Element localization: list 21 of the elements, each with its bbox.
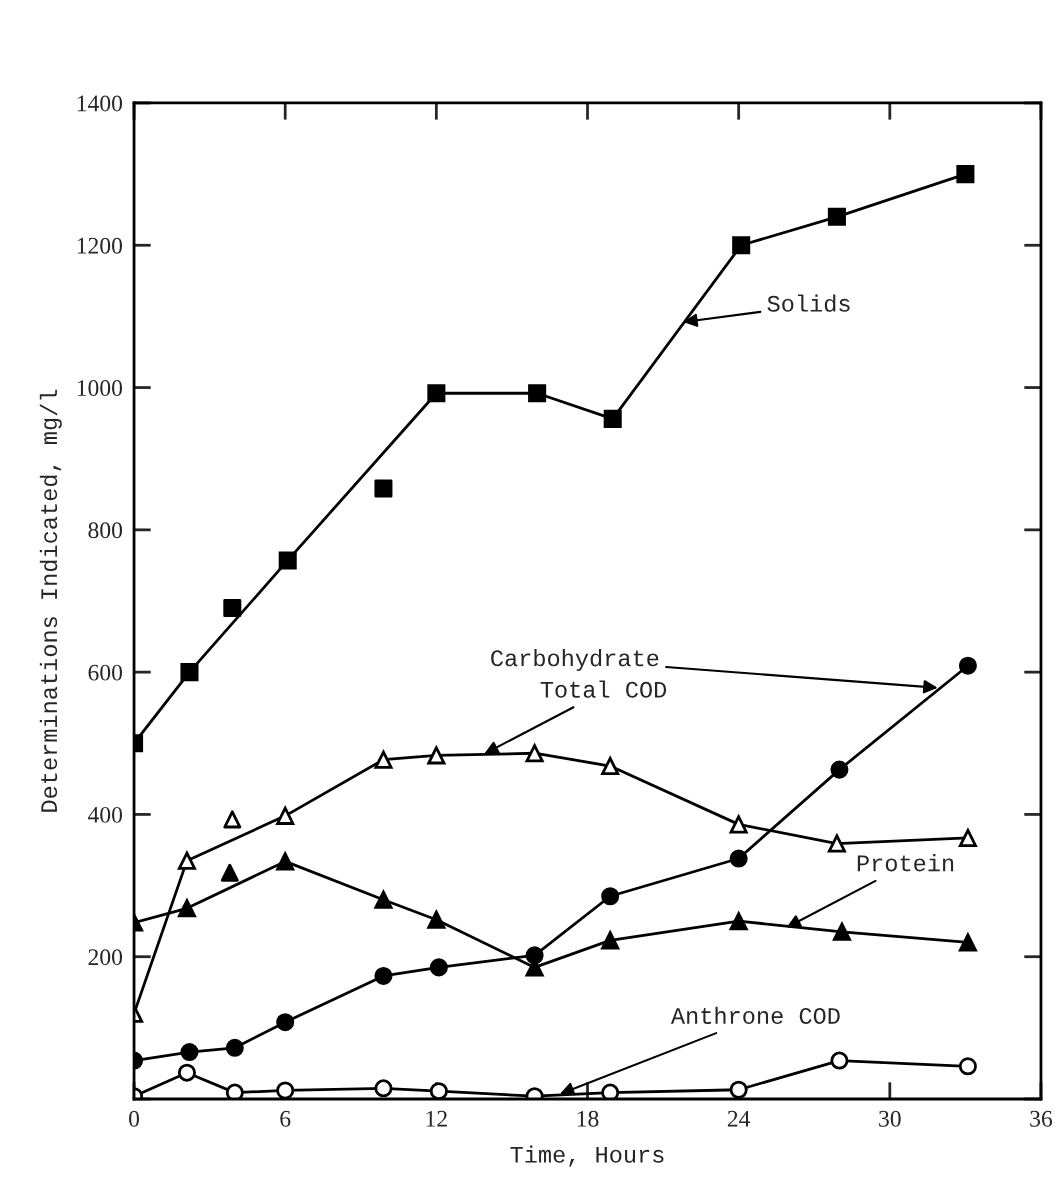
x-tick-label: 12 <box>426 1110 447 1127</box>
annotation: Carbohydrate <box>491 649 659 672</box>
annotation: Total COD <box>540 680 667 698</box>
y-tick-label: 600 <box>88 664 123 681</box>
x-tick-label: 6 <box>280 1110 291 1127</box>
x-tick-label: 0 <box>129 1110 140 1127</box>
y-tick-label: 1200 <box>77 237 123 254</box>
y-axis-title: Determinations Indicated, mg/l <box>39 389 62 812</box>
annotation: Anthrone COD <box>670 1006 840 1024</box>
x-tick-label: 24 <box>727 1110 751 1127</box>
annotation: Protein <box>857 854 954 872</box>
x-tick-label: 30 <box>879 1110 901 1127</box>
x-tick-label: 36 <box>1030 1110 1053 1127</box>
y-tick-label: 400 <box>87 806 123 823</box>
x-tick-label: 18 <box>577 1110 599 1127</box>
annotation: Solids <box>767 294 850 312</box>
y-tick-label: 1000 <box>77 380 123 396</box>
y-tick-label: 1400 <box>77 95 123 112</box>
y-tick-label: 200 <box>88 949 123 966</box>
x-axis-title: Time, Hours <box>510 1145 664 1167</box>
y-tick-label: 800 <box>88 522 123 539</box>
